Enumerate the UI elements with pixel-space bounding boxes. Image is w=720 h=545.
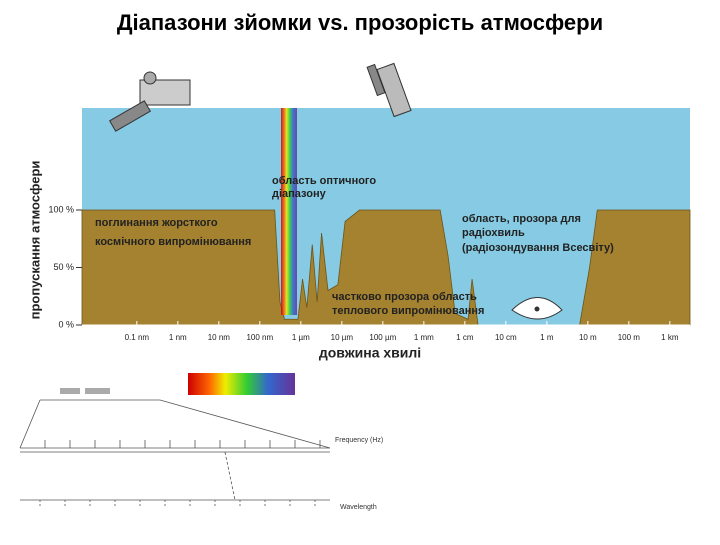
x-tick-label: 1 km [661, 333, 679, 342]
radio-dish-icon [511, 297, 563, 320]
annotation: область, прозора для [462, 213, 581, 225]
annotation: космічного випромінювання [95, 236, 251, 248]
x-tick-label: 10 m [579, 333, 597, 342]
satellite-icon [108, 71, 191, 132]
spectrum-diagram [19, 373, 331, 508]
x-tick-label: 10 cm [495, 333, 517, 342]
x-tick-label: 0.1 nm [125, 333, 150, 342]
annotation: діапазону [272, 188, 327, 200]
annotation: радіохвиль [462, 227, 525, 239]
title: Діапазони зйомки vs. прозорість атмосфер… [117, 10, 603, 35]
x-axis-label: довжина хвилі [319, 345, 421, 361]
annotation: частково прозора область [332, 291, 477, 303]
x-tick-label: 1 nm [169, 333, 187, 342]
y-tick-label: 100 % [48, 204, 74, 214]
x-tick-label: 1 mm [414, 333, 434, 342]
annotation: область оптичного [272, 175, 376, 187]
x-tick-label: 1 cm [456, 333, 474, 342]
x-tick-label: 10 µm [331, 333, 354, 342]
wavelength-label: Wavelength [340, 504, 377, 511]
x-tick-label: 100 m [618, 333, 641, 342]
annotation: теплового випромінювання [332, 305, 484, 317]
y-tick-label: 0 % [58, 319, 74, 329]
x-tick-label: 1 µm [292, 333, 310, 342]
y-axis-label: пропускання атмосфери [27, 161, 42, 320]
x-tick-label: 100 µm [369, 333, 396, 342]
frequency-label: Frequency (Hz) [335, 437, 383, 444]
area [81, 209, 691, 326]
annotation: (радіозондування Всесвіту) [462, 242, 614, 254]
x-tick-label: 10 nm [208, 333, 231, 342]
optical-band [281, 108, 297, 315]
y-tick-label: 50 % [53, 262, 74, 272]
x-tick-label: 1 m [540, 333, 554, 342]
telescope-icon [366, 62, 412, 118]
x-tick-label: 100 nm [246, 333, 273, 342]
plot: 0.1 nm 1 nm 10 nm 100 nm 1 µm 10 µm 100 µm 1 mm… [27, 108, 691, 361]
annotation: поглинання жорсткого [95, 217, 218, 229]
